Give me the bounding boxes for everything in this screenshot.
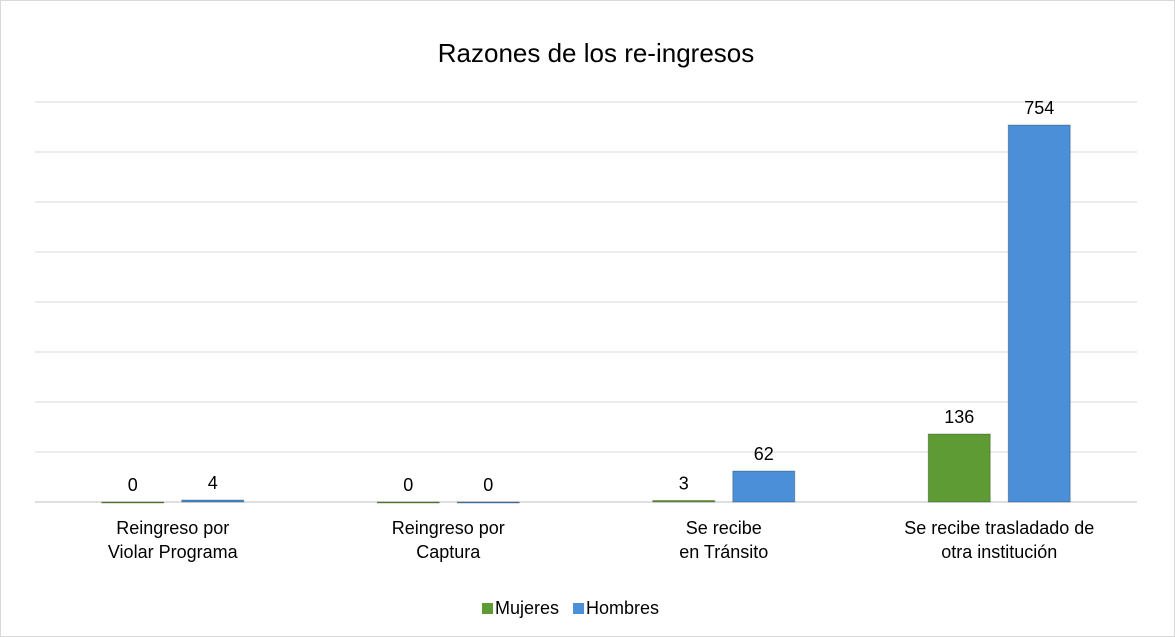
data-label: 62 [754,444,774,464]
legend-swatch [482,603,493,614]
data-label: 0 [403,475,413,495]
bar [181,499,245,503]
data-label: 0 [483,475,493,495]
legend-label: Hombres [586,598,659,618]
data-label: 136 [944,407,974,427]
x-tick-label: Reingreso por Violar Programa [107,518,238,562]
bar [1007,124,1071,503]
data-label: 3 [679,473,689,493]
bar [732,470,796,503]
x-tick-label: Se recibe trasladado de otra institución [904,518,1095,562]
chart-title: Razones de los re-ingresos [438,38,755,68]
legend-label: Mujeres [495,598,559,618]
data-label: 4 [208,473,218,493]
bar [101,501,165,504]
legend-swatch [573,603,585,614]
data-label: 754 [1024,98,1054,118]
bar [456,501,520,504]
x-tick-label: Reingreso por Captura [391,518,505,562]
bar [376,501,440,504]
bar [927,433,991,503]
data-label: 0 [128,475,138,495]
bar [652,500,716,503]
x-tick-label: Se recibe en Tránsito [679,518,769,562]
